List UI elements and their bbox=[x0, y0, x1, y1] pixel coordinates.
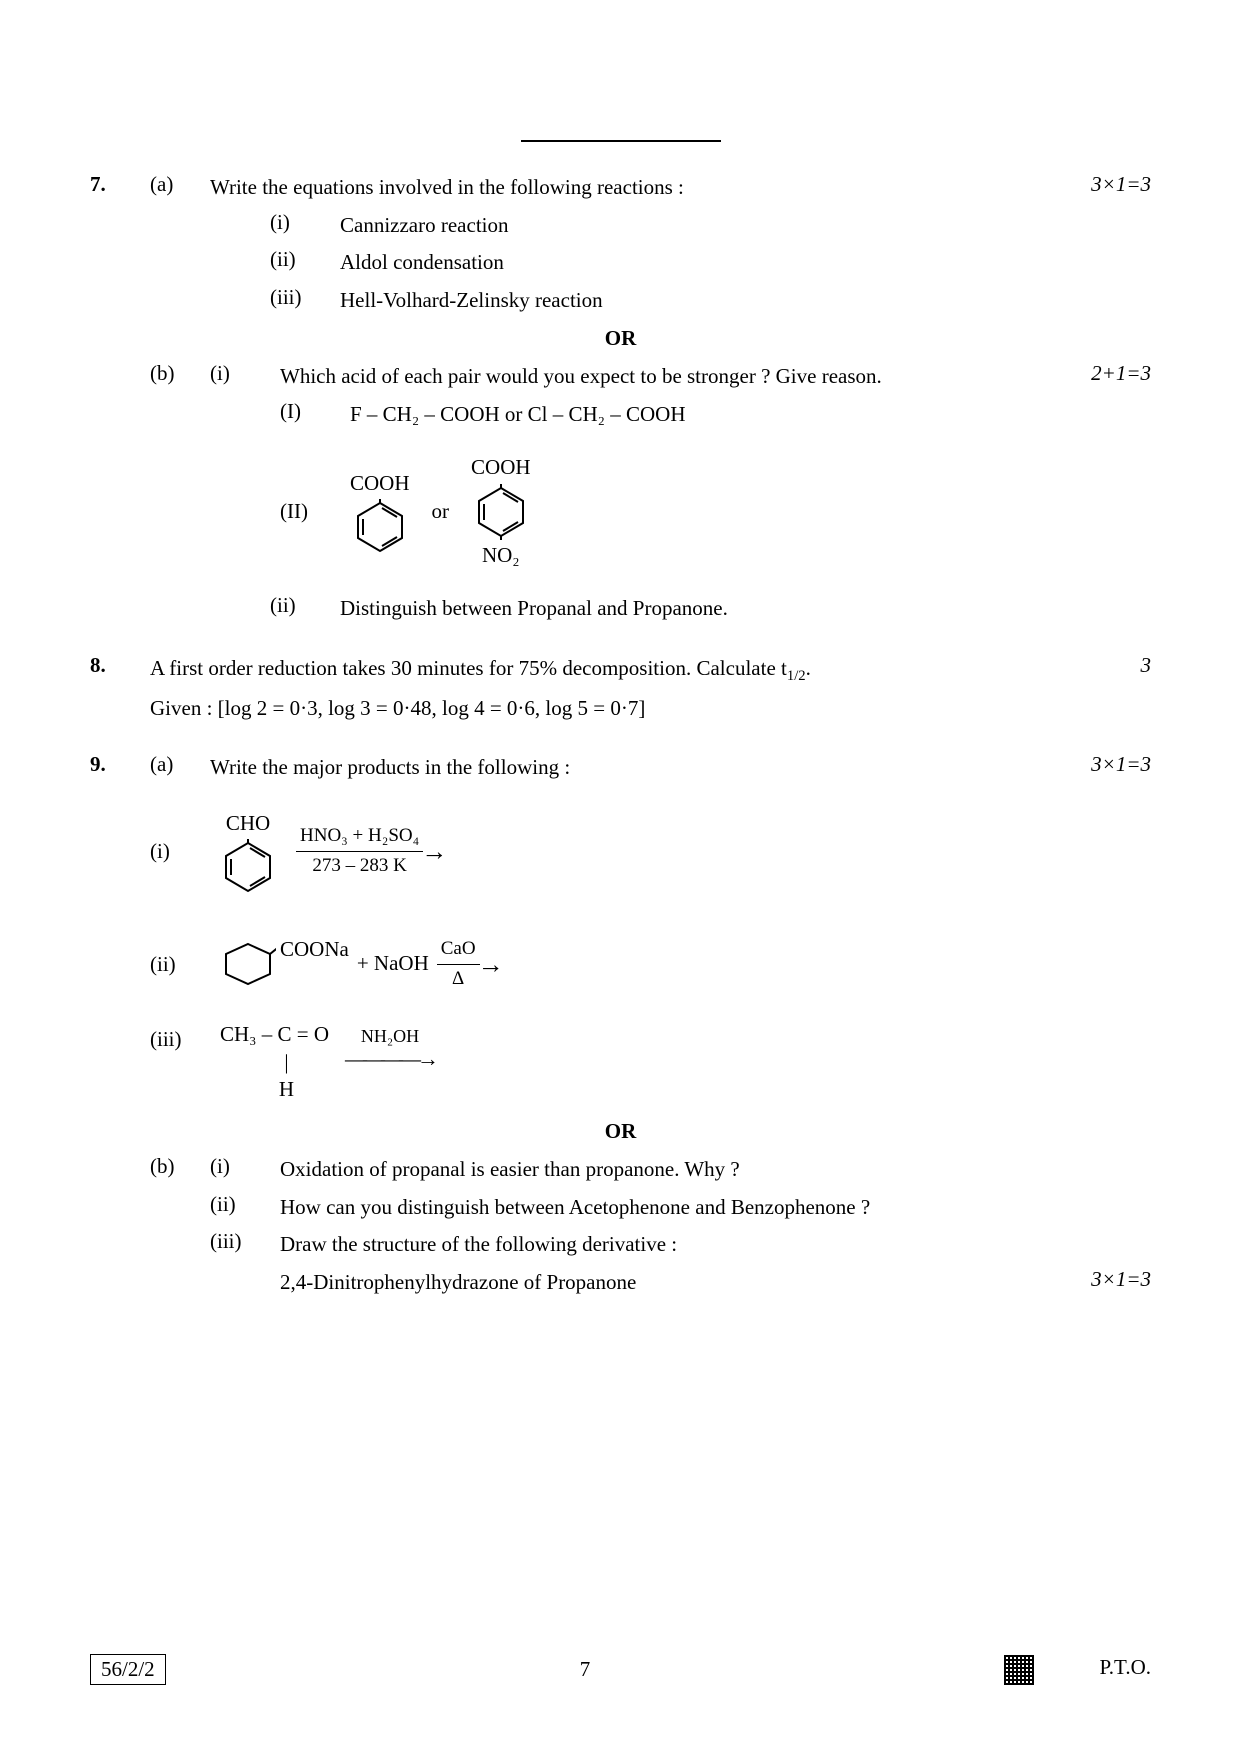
q7a-marks: 3×1=3 bbox=[1061, 172, 1151, 197]
q8-number: 8. bbox=[90, 653, 150, 678]
question-8: 8. A first order reduction takes 30 minu… bbox=[90, 653, 1151, 725]
q9a-iii-l1: CH₃ – C = O bbox=[220, 1021, 329, 1048]
paper-code: 56/2/2 bbox=[90, 1654, 166, 1685]
q9b-ii-text: How can you distinguish between Acetophe… bbox=[280, 1192, 1151, 1224]
q9a-iii-reaction: CH₃ – C = O | H NH₂OH ————→ bbox=[220, 1021, 1151, 1103]
q7a-i-label: (i) bbox=[270, 210, 340, 235]
q7a-label: (a) bbox=[150, 172, 210, 197]
q8-text-main: A first order reduction takes 30 minutes… bbox=[150, 656, 787, 680]
section-divider bbox=[521, 140, 721, 142]
q9b-i-text: Oxidation of propanal is easier than pro… bbox=[280, 1154, 1151, 1186]
q7a-i-text: Cannizzaro reaction bbox=[340, 210, 1151, 242]
q9b-iii-label: (iii) bbox=[210, 1229, 280, 1254]
q9b-iii-text2: 2,4-Dinitrophenylhydrazone of Propanone bbox=[280, 1267, 1061, 1299]
q8-given: Given : [log 2 = 0·3, log 3 = 0·48, log … bbox=[150, 693, 1151, 725]
q9a-marks: 3×1=3 bbox=[1061, 752, 1151, 777]
q7-or: OR bbox=[90, 326, 1151, 351]
q8-marks: 3 bbox=[1061, 653, 1151, 678]
question-7: 7. (a) Write the equations involved in t… bbox=[90, 172, 1151, 625]
arrow-icon: → bbox=[421, 832, 447, 871]
benzaldehyde-label: CHO bbox=[226, 808, 270, 840]
q9b-i-label: (i) bbox=[210, 1154, 280, 1179]
q7b-ii-label: (ii) bbox=[270, 593, 340, 618]
q7a-ii-text: Aldol condensation bbox=[340, 247, 1151, 279]
q9a-label: (a) bbox=[150, 752, 210, 777]
q7b-II-structures: COOH or COOH bbox=[350, 452, 1151, 571]
arrow-icon: → bbox=[478, 945, 504, 984]
arrow-icon: ————→ bbox=[345, 1042, 435, 1075]
q9a-text: Write the major products in the followin… bbox=[210, 752, 1061, 784]
qr-icon bbox=[1004, 1655, 1034, 1685]
nitrobenzoic-label-top: COOH bbox=[471, 452, 531, 484]
pto-label: P.T.O. bbox=[1099, 1655, 1151, 1679]
q7a-iii-label: (iii) bbox=[270, 285, 340, 310]
q7b-I-formula: F – CH₂ – COOH or Cl – CH₂ – COOH bbox=[350, 399, 1151, 431]
q9a-ii-label: (ii) bbox=[150, 952, 220, 977]
q9a-iii-label: (iii) bbox=[150, 1021, 220, 1052]
q7b-i-label: (i) bbox=[210, 361, 280, 386]
q9a-ii-reagent-top: CaO bbox=[437, 935, 480, 965]
page-number: 7 bbox=[580, 1657, 591, 1682]
q7a-text: Write the equations involved in the foll… bbox=[210, 172, 1061, 204]
q9a-ii-plus: + NaOH bbox=[357, 948, 429, 980]
q8-sub: 1/2 bbox=[787, 668, 806, 684]
q9b-ii-label: (ii) bbox=[210, 1192, 280, 1217]
q8-dot: . bbox=[806, 656, 811, 680]
q9a-i-reaction: CHO HNO₃ + H₂SO₄ 273 – 283 K → bbox=[220, 808, 1151, 896]
q9-number: 9. bbox=[90, 752, 150, 777]
benzoic-label: COOH bbox=[350, 468, 410, 500]
q7b-label: (b) bbox=[150, 361, 210, 386]
q7a-iii-text: Hell-Volhard-Zelinsky reaction bbox=[340, 285, 1151, 317]
q9a-ii-reaction: COONa + NaOH CaO Δ → bbox=[220, 935, 1151, 993]
q9a-iii-l2: | bbox=[284, 1049, 288, 1076]
q9a-i-reagent-bot: 273 – 283 K bbox=[308, 852, 410, 881]
q8-text: A first order reduction takes 30 minutes… bbox=[150, 653, 1061, 687]
q9b-label: (b) bbox=[150, 1154, 210, 1179]
q7b-II-label: (II) bbox=[280, 499, 350, 524]
q7b-II-or: or bbox=[432, 496, 450, 528]
q9a-ii-reagent-bot: Δ bbox=[448, 965, 468, 994]
q9b-iii-marks: 3×1=3 bbox=[1061, 1267, 1151, 1292]
question-9: 9. (a) Write the major products in the f… bbox=[90, 752, 1151, 1298]
q9b-iii-text1: Draw the structure of the following deri… bbox=[280, 1229, 1151, 1261]
q7b-i-text: Which acid of each pair would you expect… bbox=[280, 361, 1061, 393]
q7b-i-marks: 2+1=3 bbox=[1061, 361, 1151, 386]
q7b-I-label: (I) bbox=[280, 399, 350, 424]
page-footer: 56/2/2 7 P.T.O. bbox=[90, 1654, 1151, 1685]
q9a-i-reagent-top: HNO₃ + H₂SO₄ bbox=[296, 822, 423, 852]
q7-number: 7. bbox=[90, 172, 150, 197]
q9a-ii-coona: COONa bbox=[280, 934, 349, 966]
q9-or: OR bbox=[90, 1119, 1151, 1144]
q7a-ii-label: (ii) bbox=[270, 247, 340, 272]
nitrobenzoic-label-bot: NO₂ bbox=[482, 540, 520, 572]
q9a-i-label: (i) bbox=[150, 839, 220, 864]
benzene-icon bbox=[352, 499, 408, 555]
benzene-icon bbox=[473, 484, 529, 540]
q7b-ii-text: Distinguish between Propanal and Propano… bbox=[340, 593, 1151, 625]
q9a-iii-l3: H bbox=[279, 1076, 294, 1103]
cyclohexane-icon bbox=[220, 940, 276, 988]
benzene-icon bbox=[220, 839, 276, 895]
